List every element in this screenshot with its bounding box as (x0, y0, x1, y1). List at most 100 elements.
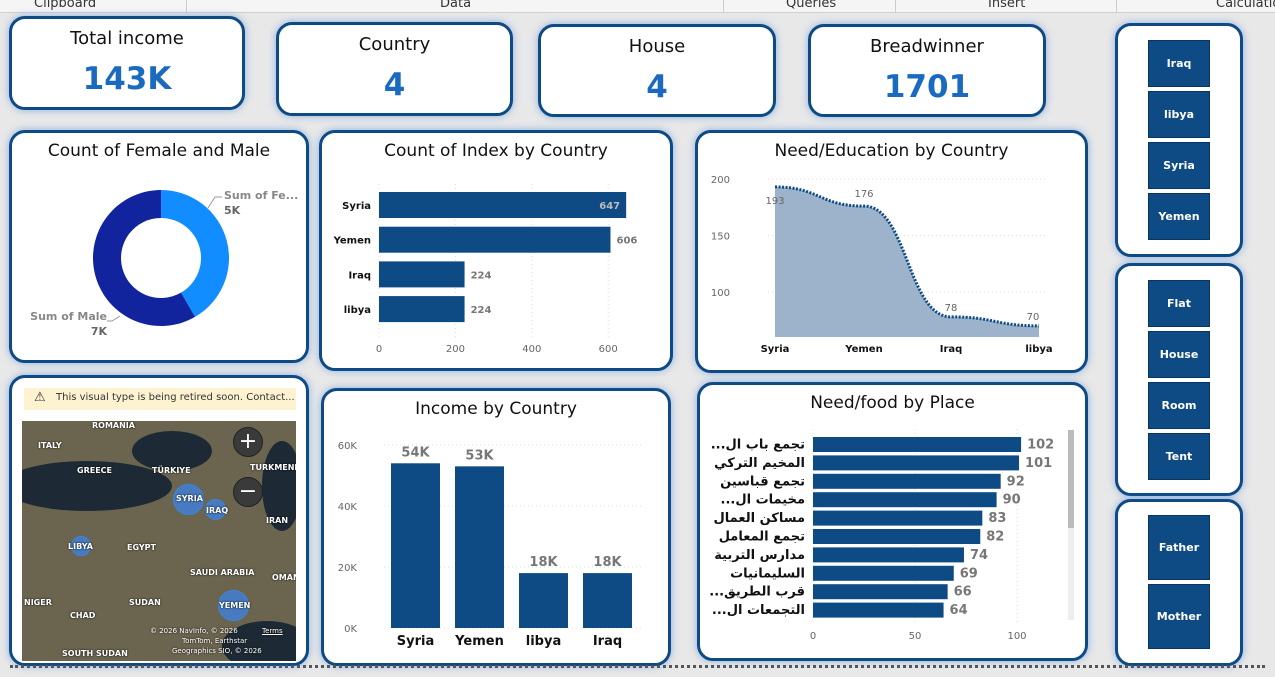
tick-label: 60K (338, 441, 358, 452)
scrollbar-thumb[interactable] (1068, 430, 1074, 528)
data-label: 176 (854, 189, 873, 200)
tick-label: 200 (711, 175, 730, 186)
zoom-in-icon[interactable]: + (233, 427, 263, 457)
index-bar-chart: 0 200 400 600 Syria 647 Yemen 606 Iraq 224 libya 22… (333, 184, 637, 355)
scrollbar[interactable] (1068, 430, 1074, 620)
map-label: ITALY (38, 441, 62, 450)
map[interactable]: ROMANIA ITALY GREECE TÜRKIYE TURKMENIS I… (22, 421, 296, 661)
ribbon-queries[interactable]: Queries (786, 0, 837, 11)
category-label: تجمع قباسين (720, 474, 805, 489)
house-slicer: Flat House Room Tent (1115, 263, 1243, 496)
map-bubble-yemen[interactable]: YEMEN (218, 590, 250, 621)
map-label: SOUTH SUDAN (62, 649, 128, 658)
tick-label: 0 (376, 344, 382, 355)
slicer-item-syria[interactable]: Syria (1148, 142, 1210, 189)
slicer-item-yemen[interactable]: Yemen (1148, 193, 1210, 240)
slicer-item-flat[interactable]: Flat (1148, 280, 1210, 327)
ribbon: Clipboard Data Queries Insert Calculatio… (0, 0, 1275, 13)
map-label: TURKMENIS (250, 463, 296, 472)
data-label: 74 (970, 548, 988, 563)
index-by-country-card: Count of Index by Country 0 200 400 600 Syri… (319, 130, 673, 371)
data-label: 606 (616, 236, 637, 247)
bar (379, 226, 611, 253)
zoom-out-icon[interactable]: − (233, 477, 263, 507)
tick-label: 600 (599, 344, 618, 355)
slice-value: 7K (91, 325, 108, 338)
bar (379, 192, 627, 218)
category-label: ...قرب الطريق (709, 585, 805, 600)
data-label: 193 (765, 196, 784, 207)
data-label: 82 (986, 530, 1004, 545)
kpi-house: House 4 (538, 24, 776, 117)
map-label: OMAN (272, 573, 296, 582)
data-label: 224 (471, 270, 492, 281)
slicer-item-father[interactable]: Father (1148, 515, 1210, 580)
category-label: Yemen (333, 236, 371, 247)
category-label: libya (344, 305, 371, 316)
income-bar-chart: 0K 20K 40K 60K 54K Syria 53K Yemen 18K libya 18K Ir… (338, 441, 644, 649)
bar (379, 296, 465, 323)
bar (813, 602, 944, 618)
map-label: TÜRKIYE (152, 466, 191, 475)
retirement-warning: ⚠ This visual type is being retired soon.… (24, 388, 296, 410)
education-area-chart: 100 150 200 193 Syria 176 Yemen 78 Iraq 70 libya (711, 175, 1053, 355)
leader-line (207, 196, 222, 209)
data-label: 102 (1027, 438, 1054, 453)
map-label: SAUDI ARABIA (190, 568, 255, 577)
slicer-item-iraq[interactable]: Iraq (1148, 40, 1210, 87)
data-label: 92 (1007, 474, 1025, 489)
map-bubble-syria[interactable]: SYRIA (173, 484, 204, 515)
kpi-total-income: Total income 143K (9, 16, 245, 110)
donut-slice-1 (92, 190, 195, 326)
category-label: Syria (342, 201, 371, 212)
income-by-country-card: Income by Country 0K 20K 40K 60K 54K Syria 53K… (321, 388, 671, 666)
ribbon-data[interactable]: Data (440, 0, 472, 11)
category-label: Iraq (348, 270, 371, 281)
slicer-item-tent[interactable]: Tent (1148, 433, 1210, 480)
category-label: ...تجمع باب ال (711, 438, 805, 453)
area-line (774, 185, 1040, 328)
ribbon-insert[interactable]: Insert (988, 0, 1026, 11)
ribbon-calculation[interactable]: Calculation (1216, 0, 1275, 11)
food-by-place-card: Need/food by Place 0 50 100 ...تجمع باب ال 1… (697, 382, 1088, 661)
category-label: ...التجمعات ال (712, 603, 805, 618)
tick-label: 20K (338, 563, 358, 574)
map-attribution: © 2026 NavInfo, © 2026 (150, 627, 238, 635)
bar (813, 510, 983, 526)
bar (813, 473, 1001, 489)
kpi-value: 4 (646, 69, 668, 105)
data-label: 18K (529, 555, 558, 570)
warning-text: This visual type is being retired soon. … (56, 392, 295, 403)
tick-label: 0 (810, 631, 816, 642)
slicer-item-libya[interactable]: libya (1148, 91, 1210, 138)
category-label: مساكن العمال (714, 511, 806, 526)
breadwinner-slicer: Father Mother (1115, 499, 1243, 666)
slicer-item-room[interactable]: Room (1148, 382, 1210, 429)
map-bubble-libya[interactable]: LIBYA (68, 536, 93, 556)
bar (813, 455, 1020, 471)
bar (813, 565, 954, 581)
data-label: 54K (401, 445, 430, 460)
chart-title: Count of Female and Male (47, 141, 271, 161)
food-bar-chart: 0 50 100 ...تجمع باب ال 102 المخيم التركي 101 ت… (709, 429, 1054, 642)
data-label: 18K (593, 555, 622, 570)
slicer-item-house[interactable]: House (1148, 331, 1210, 378)
kpi-value: 1701 (883, 69, 971, 105)
leader-line (107, 315, 121, 322)
data-label: 66 (954, 585, 972, 600)
country-slicer: Iraq libya Syria Yemen (1115, 23, 1243, 257)
map-bubble-iraq[interactable]: IRAQ (205, 499, 228, 520)
chart-title: Count of Index by Country (384, 141, 608, 161)
data-label: 647 (599, 201, 620, 212)
data-label: 101 (1025, 456, 1052, 471)
slicer-item-mother[interactable]: Mother (1148, 584, 1210, 649)
bar (391, 463, 440, 628)
slice-label: Sum of Fe... (224, 189, 298, 202)
kpi-title: Breadwinner (870, 36, 984, 57)
data-label: 224 (471, 305, 492, 316)
kpi-breadwinner: Breadwinner 1701 (808, 24, 1046, 117)
ribbon-clipboard[interactable]: Clipboard (34, 0, 97, 11)
terms-link[interactable]: Terms (262, 627, 283, 635)
bar (519, 573, 568, 628)
tick-label: 200 (446, 344, 465, 355)
